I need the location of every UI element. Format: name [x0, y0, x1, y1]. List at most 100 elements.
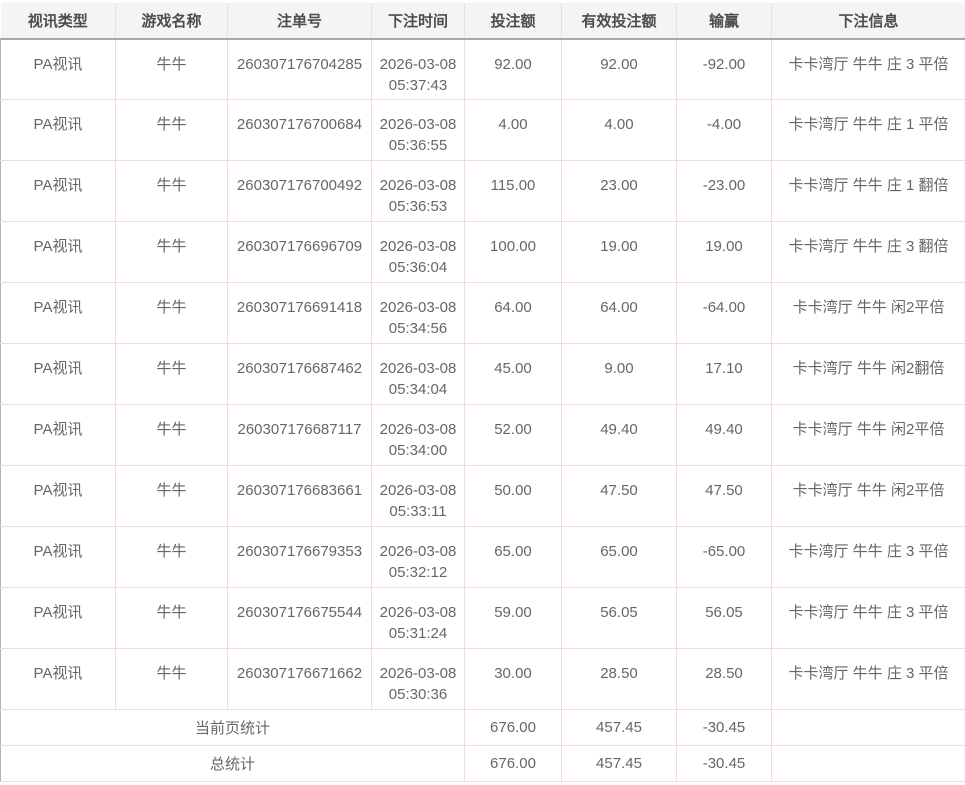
cell-info: 卡卡湾厅 牛牛 庄 3 平倍: [771, 648, 965, 710]
cell-order_no: 260307176691418: [227, 282, 372, 344]
column-header-game: 游戏名称: [115, 1, 228, 40]
cell-type: PA视讯: [0, 221, 116, 283]
cell-type: PA视讯: [0, 526, 116, 588]
cell-time: 2026-03-08 05:36:04: [371, 221, 465, 283]
cell-time: 2026-03-08 05:32:12: [371, 526, 465, 588]
column-header-bet: 投注额: [464, 1, 562, 40]
table-row: PA视讯 牛牛 260307176704285 2026-03-08 05:37:43…: [0, 38, 965, 100]
cell-time: 2026-03-08 05:36:55: [371, 99, 465, 161]
cell-game: 牛牛: [115, 648, 228, 710]
summary-value: -30.45: [676, 745, 772, 782]
cell-win_loss: -4.00: [676, 99, 772, 161]
cell-bet: 64.00: [464, 282, 562, 344]
cell-bet: 4.00: [464, 99, 562, 161]
cell-type: PA视讯: [0, 38, 116, 100]
summary-row: 当前页统计 676.00 457.45 -30.45: [0, 709, 965, 746]
cell-type: PA视讯: [0, 404, 116, 466]
cell-type: PA视讯: [0, 99, 116, 161]
cell-info: 卡卡湾厅 牛牛 闲2平倍: [771, 282, 965, 344]
cell-info: 卡卡湾厅 牛牛 庄 3 平倍: [771, 526, 965, 588]
cell-order_no: 260307176671662: [227, 648, 372, 710]
table-footer: 当前页统计 676.00 457.45 -30.45 总统计 676.00 457.45 -3…: [0, 709, 965, 782]
table-row: PA视讯 牛牛 260307176687117 2026-03-08 05:34:00…: [0, 404, 965, 466]
table-row: PA视讯 牛牛 260307176700492 2026-03-08 05:36:53…: [0, 160, 965, 222]
table-row: PA视讯 牛牛 260307176691418 2026-03-08 05:34:56…: [0, 282, 965, 344]
summary-value: 457.45: [561, 709, 677, 746]
cell-info: 卡卡湾厅 牛牛 庄 3 平倍: [771, 38, 965, 100]
table-body: PA视讯 牛牛 260307176704285 2026-03-08 05:37:43…: [0, 38, 965, 710]
cell-info: 卡卡湾厅 牛牛 闲2翻倍: [771, 343, 965, 405]
cell-order_no: 260307176687462: [227, 343, 372, 405]
cell-win_loss: 17.10: [676, 343, 772, 405]
summary-value: 457.45: [561, 745, 677, 782]
cell-info: 卡卡湾厅 牛牛 闲2平倍: [771, 404, 965, 466]
cell-order_no: 260307176687117: [227, 404, 372, 466]
cell-win_loss: -23.00: [676, 160, 772, 222]
cell-bet: 50.00: [464, 465, 562, 527]
cell-info: 卡卡湾厅 牛牛 庄 1 平倍: [771, 99, 965, 161]
cell-time: 2026-03-08 05:33:11: [371, 465, 465, 527]
cell-bet: 115.00: [464, 160, 562, 222]
cell-win_loss: 47.50: [676, 465, 772, 527]
table-row: PA视讯 牛牛 260307176696709 2026-03-08 05:36:04…: [0, 221, 965, 283]
cell-game: 牛牛: [115, 99, 228, 161]
cell-game: 牛牛: [115, 160, 228, 222]
cell-order_no: 260307176675544: [227, 587, 372, 649]
cell-valid_bet: 92.00: [561, 38, 677, 100]
column-header-order_no: 注单号: [227, 1, 372, 40]
cell-valid_bet: 19.00: [561, 221, 677, 283]
cell-win_loss: -64.00: [676, 282, 772, 344]
cell-valid_bet: 56.05: [561, 587, 677, 649]
cell-valid_bet: 28.50: [561, 648, 677, 710]
cell-game: 牛牛: [115, 587, 228, 649]
cell-order_no: 260307176679353: [227, 526, 372, 588]
cell-bet: 52.00: [464, 404, 562, 466]
cell-valid_bet: 9.00: [561, 343, 677, 405]
cell-win_loss: -92.00: [676, 38, 772, 100]
cell-info: 卡卡湾厅 牛牛 庄 3 平倍: [771, 587, 965, 649]
cell-order_no: 260307176700492: [227, 160, 372, 222]
cell-type: PA视讯: [0, 587, 116, 649]
cell-time: 2026-03-08 05:34:00: [371, 404, 465, 466]
cell-win_loss: 28.50: [676, 648, 772, 710]
cell-valid_bet: 65.00: [561, 526, 677, 588]
summary-value: -30.45: [676, 709, 772, 746]
column-header-info: 下注信息: [771, 1, 965, 40]
cell-time: 2026-03-08 05:36:53: [371, 160, 465, 222]
summary-row: 总统计 676.00 457.45 -30.45: [0, 745, 965, 782]
cell-game: 牛牛: [115, 343, 228, 405]
summary-value: 676.00: [464, 745, 562, 782]
cell-game: 牛牛: [115, 221, 228, 283]
cell-type: PA视讯: [0, 343, 116, 405]
cell-win_loss: 49.40: [676, 404, 772, 466]
cell-time: 2026-03-08 05:37:43: [371, 38, 465, 100]
cell-valid_bet: 4.00: [561, 99, 677, 161]
table-header-row: 视讯类型 游戏名称 注单号 下注时间 投注额 有效投注额 输赢 下注信息: [0, 1, 965, 40]
cell-order_no: 260307176683661: [227, 465, 372, 527]
cell-game: 牛牛: [115, 465, 228, 527]
cell-time: 2026-03-08 05:34:56: [371, 282, 465, 344]
cell-bet: 65.00: [464, 526, 562, 588]
column-header-win_loss: 输赢: [676, 1, 772, 40]
cell-info: 卡卡湾厅 牛牛 庄 3 翻倍: [771, 221, 965, 283]
cell-bet: 59.00: [464, 587, 562, 649]
cell-valid_bet: 64.00: [561, 282, 677, 344]
cell-bet: 100.00: [464, 221, 562, 283]
cell-bet: 30.00: [464, 648, 562, 710]
cell-order_no: 260307176696709: [227, 221, 372, 283]
summary-empty-cell: [771, 745, 965, 782]
cell-game: 牛牛: [115, 404, 228, 466]
summary-empty-cell: [771, 709, 965, 746]
table-row: PA视讯 牛牛 260307176679353 2026-03-08 05:32:12…: [0, 526, 965, 588]
cell-type: PA视讯: [0, 648, 116, 710]
table-row: PA视讯 牛牛 260307176675544 2026-03-08 05:31:24…: [0, 587, 965, 649]
cell-type: PA视讯: [0, 465, 116, 527]
table-row: PA视讯 牛牛 260307176700684 2026-03-08 05:36:55…: [0, 99, 965, 161]
cell-info: 卡卡湾厅 牛牛 闲2平倍: [771, 465, 965, 527]
cell-bet: 92.00: [464, 38, 562, 100]
summary-label: 总统计: [0, 745, 465, 782]
cell-type: PA视讯: [0, 160, 116, 222]
cell-valid_bet: 49.40: [561, 404, 677, 466]
